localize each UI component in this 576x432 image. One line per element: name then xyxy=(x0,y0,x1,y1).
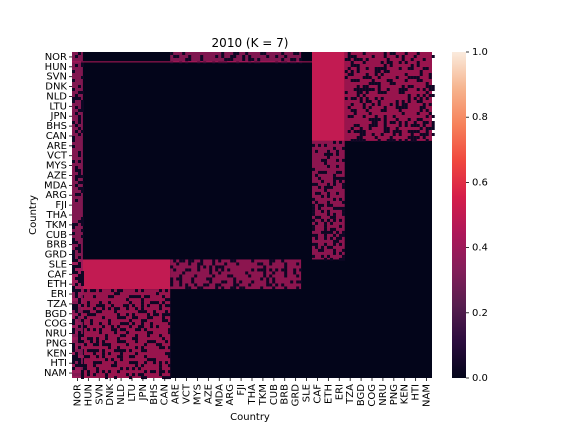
y-tick-label: CAF xyxy=(47,269,67,280)
y-tick-label: BGD xyxy=(45,309,67,320)
y-tick-label: BHS xyxy=(46,121,67,132)
x-tick-label: CUB xyxy=(269,384,280,405)
y-tick-label: FJI xyxy=(55,200,67,211)
x-tick-label: COG xyxy=(367,384,378,407)
colorbar-tick-label: 0.0 xyxy=(472,373,488,384)
y-tick-label: TKM xyxy=(45,220,67,231)
x-tick-label: PNG xyxy=(389,384,400,405)
x-tick-label: SLE xyxy=(302,384,313,402)
y-tick-label: GRD xyxy=(45,250,68,261)
x-tick-label: CAN xyxy=(160,384,171,405)
heatmap-block xyxy=(312,140,345,261)
y-tick-label: MYS xyxy=(46,161,67,172)
heatmap-block xyxy=(72,259,171,290)
y-tick-label: ERI xyxy=(51,289,67,300)
x-tick-label: NOR xyxy=(72,384,83,406)
colorbar-ticks: 0.0 0.2 0.4 0.6 0.8 1.0 xyxy=(466,47,488,384)
x-tick-label: TKM xyxy=(258,384,269,406)
colorbar-tick-label: 0.4 xyxy=(472,243,488,254)
y-tick-label: ARE xyxy=(47,141,67,152)
x-tick-label: HUN xyxy=(83,384,94,406)
y-tick-label: NOR xyxy=(45,52,67,63)
y-tick-label: BRB xyxy=(46,240,67,251)
y-tick-label: COG xyxy=(44,319,67,330)
x-tick-label: KEN xyxy=(400,384,411,404)
x-tick-label: NAM xyxy=(422,384,433,407)
x-tick-label: NRU xyxy=(378,384,389,406)
y-tick-label: NLD xyxy=(46,91,67,102)
x-tick-label: DNK xyxy=(105,384,116,406)
x-axis-label: Country xyxy=(230,412,270,423)
heatmap-cells xyxy=(72,52,435,380)
heatmap-block xyxy=(170,52,303,64)
y-tick-labels: NORHUNSVNDNKNLDLTUJPNBHSCANAREVCTMYSAZEM… xyxy=(44,52,72,379)
y-tick-label: LTU xyxy=(49,101,67,112)
x-tick-label: ERI xyxy=(334,384,345,400)
x-tick-label: GRD xyxy=(291,384,302,407)
x-tick-label: VCT xyxy=(182,383,193,404)
y-tick-label: SLE xyxy=(49,259,67,270)
colorbar-tick-label: 0.6 xyxy=(472,177,488,188)
colorbar-tick-label: 0.2 xyxy=(472,308,488,319)
x-tick-labels: NOR HUN SVN DNK NLD LTU JPN BHS CAN ARE VCT MYS AZE M… xyxy=(72,378,433,407)
y-tick-label: CAN xyxy=(46,131,67,142)
chart-title: 2010 (K = 7) xyxy=(212,36,289,50)
x-tick-label: LTU xyxy=(127,384,138,402)
y-tick-label: JPN xyxy=(50,111,67,122)
colorbar-tick-label: 1.0 xyxy=(472,47,488,58)
x-tick-label: MDA xyxy=(214,384,225,407)
y-tick-label: NRU xyxy=(45,329,67,340)
x-tick-label: BGD xyxy=(356,384,367,406)
x-tick-label: HTI xyxy=(411,384,422,401)
y-tick-label: AZE xyxy=(47,170,67,181)
x-tick-label: CAF xyxy=(312,384,323,404)
y-tick-label: VCT xyxy=(47,151,68,162)
colorbar-tick-label: 0.8 xyxy=(472,112,488,123)
x-tick-label: AZE xyxy=(203,384,214,404)
heatmap-block xyxy=(312,52,345,141)
y-tick-label: KEN xyxy=(47,348,67,359)
x-tick-label: MYS xyxy=(192,384,203,405)
y-tick-label: SVN xyxy=(46,72,67,83)
colorbar xyxy=(452,52,466,378)
x-tick-label: ARE xyxy=(171,384,182,404)
y-tick-label: ARG xyxy=(45,190,67,201)
y-tick-label: HUN xyxy=(45,62,67,73)
y-tick-label: NAM xyxy=(44,368,67,379)
x-tick-label: SVN xyxy=(94,384,105,405)
heatmap-block xyxy=(344,52,435,142)
x-tick-label: BHS xyxy=(149,384,160,405)
x-tick-label: BRB xyxy=(280,384,291,405)
heatmap-block xyxy=(72,289,171,380)
x-tick-label: ETH xyxy=(323,384,334,404)
y-tick-label: PNG xyxy=(46,338,67,349)
x-tick-label: THA xyxy=(247,384,258,406)
y-tick-label: DNK xyxy=(45,82,67,93)
y-tick-label: THA xyxy=(46,210,68,221)
x-tick-label: JPN xyxy=(138,384,149,401)
y-axis-label: Country xyxy=(28,195,39,235)
x-tick-label: NLD xyxy=(116,384,127,405)
y-tick-label: HTI xyxy=(50,358,67,369)
y-tick-label: TZA xyxy=(46,299,67,310)
y-tick-label: CUB xyxy=(46,230,67,241)
heatmap-block xyxy=(170,259,303,290)
x-tick-label: FJI xyxy=(236,384,247,396)
x-tick-label: ARG xyxy=(225,384,236,406)
y-tick-label: ETH xyxy=(47,279,67,290)
y-tick-label: MDA xyxy=(44,180,67,191)
heatmap-block xyxy=(72,52,84,379)
x-tick-label: TZA xyxy=(345,384,356,405)
